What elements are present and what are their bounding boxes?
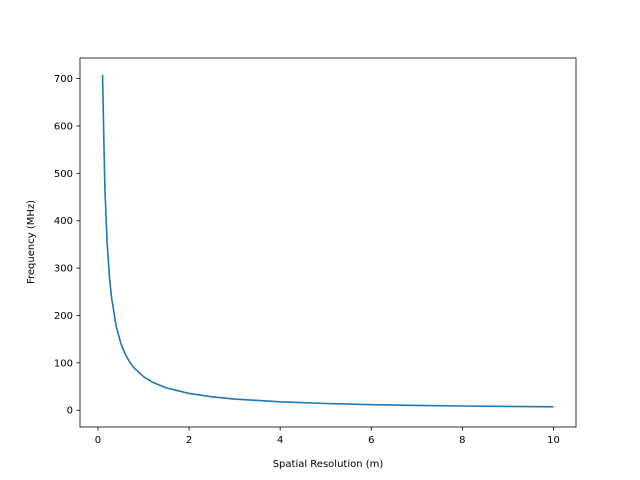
y-tick-label: 400: [54, 216, 73, 227]
series-line-0: [101, 74, 554, 408]
x-tick-label: 6: [368, 435, 374, 446]
y-tick-label: 0: [67, 406, 73, 417]
y-tick-label: 300: [54, 264, 73, 275]
y-tick-label: 100: [54, 358, 73, 369]
x-tick-label: 8: [459, 435, 465, 446]
y-tick-label: 700: [54, 74, 73, 85]
y-axis-ticks: 0 100 200 300 400 500 600 700: [54, 74, 80, 417]
y-tick-label: 500: [54, 169, 73, 180]
x-axis-label: Spatial Resolution (m): [273, 459, 384, 470]
x-tick-label: 0: [95, 435, 101, 446]
x-tick-label: 10: [547, 435, 560, 446]
plot-area: [79, 57, 577, 428]
y-axis-label: Frequency (MHz): [26, 200, 37, 284]
axes-frame: [79, 57, 577, 428]
y-tick-label: 600: [54, 121, 73, 132]
x-tick-label: 2: [186, 435, 192, 446]
x-tick-label: 4: [277, 435, 283, 446]
y-tick-label: 200: [54, 311, 73, 322]
x-axis-ticks: 0 2 4 6 8 10: [95, 427, 560, 446]
